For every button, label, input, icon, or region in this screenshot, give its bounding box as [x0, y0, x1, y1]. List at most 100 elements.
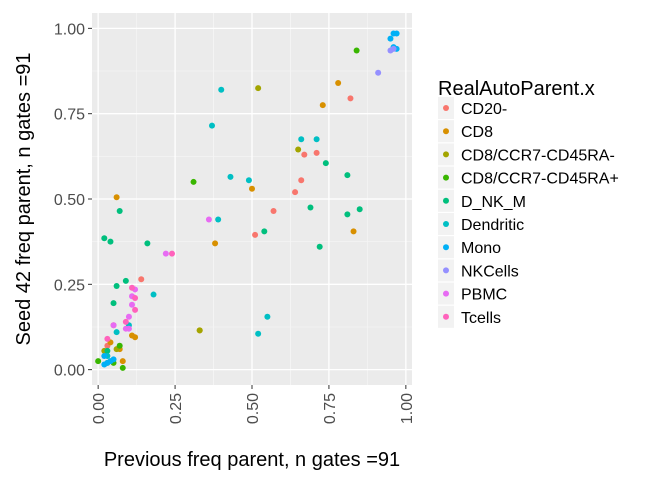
data-point — [292, 189, 299, 196]
y-axis-ticks: 0.00 0.25 0.50 0.75 1.00 — [54, 21, 92, 380]
data-point — [313, 149, 320, 156]
x-tick-label: 0.50 — [245, 393, 262, 424]
data-point — [313, 136, 320, 143]
data-point — [132, 294, 139, 301]
data-point — [110, 356, 117, 363]
data-point — [344, 211, 351, 218]
y-tick-label: 1.00 — [54, 21, 85, 38]
data-point — [119, 358, 126, 365]
legend-key — [443, 221, 449, 227]
data-point — [270, 207, 277, 214]
x-tick-label: 1.00 — [399, 393, 416, 424]
data-point — [212, 240, 219, 247]
data-point — [356, 206, 363, 213]
data-point — [264, 313, 271, 320]
data-point — [122, 277, 129, 284]
legend-label: Tcells — [461, 310, 501, 327]
data-point — [162, 250, 169, 257]
data-point — [101, 235, 108, 242]
data-point — [227, 173, 234, 180]
data-point — [319, 102, 326, 109]
data-point — [129, 284, 135, 291]
legend-label: Mono — [461, 240, 501, 257]
data-point — [255, 330, 262, 337]
legend-key — [443, 105, 449, 111]
data-point — [113, 283, 120, 290]
data-point — [344, 172, 351, 179]
data-point — [353, 47, 360, 54]
data-point — [113, 329, 120, 336]
data-point — [255, 85, 262, 92]
data-point — [393, 30, 400, 37]
data-point — [190, 178, 197, 185]
legend-label: CD8/CCR7-CD45RA- — [461, 147, 615, 164]
data-point — [138, 276, 145, 283]
data-point — [261, 228, 268, 235]
data-point — [116, 207, 123, 214]
data-point — [125, 313, 132, 320]
data-point — [110, 322, 117, 329]
data-point — [110, 300, 117, 307]
data-point — [322, 160, 329, 167]
legend-key — [443, 290, 449, 297]
legend-key — [443, 244, 449, 251]
data-point — [298, 177, 305, 184]
x-tick-label: 0.75 — [322, 393, 339, 424]
data-point — [169, 250, 175, 257]
points-layer — [95, 30, 400, 371]
data-point — [101, 352, 108, 359]
data-point — [245, 177, 252, 184]
legend-title: RealAutoParent.x — [438, 78, 595, 100]
data-point — [350, 228, 357, 235]
legend-label: D_NK_M — [461, 194, 526, 211]
legend-key — [443, 174, 449, 181]
data-point — [95, 358, 102, 365]
legend: RealAutoParent.x CD20- CD8 CD8/CCR7-CD45RA… — [438, 78, 619, 328]
data-point — [129, 332, 135, 339]
data-point — [387, 35, 394, 42]
legend-key — [443, 197, 449, 204]
data-point — [132, 306, 139, 313]
data-point — [301, 151, 308, 158]
data-point — [129, 301, 135, 308]
y-tick-label: 0.50 — [54, 192, 85, 209]
data-point — [209, 122, 215, 129]
data-point — [218, 86, 225, 93]
legend-label: CD8/CCR7-CD45RA+ — [461, 171, 619, 188]
y-tick-label: 0.75 — [54, 107, 85, 124]
data-point — [335, 79, 342, 86]
y-axis-title: Seed 42 freq parent, n gates =91 — [13, 53, 35, 346]
data-point — [196, 327, 203, 334]
data-point — [249, 185, 255, 192]
data-point — [295, 146, 302, 153]
data-point — [122, 318, 129, 325]
data-point — [104, 335, 111, 342]
data-point — [298, 136, 305, 143]
legend-label: Dendritic — [461, 217, 524, 234]
legend-key — [443, 267, 449, 274]
legend-label: CD20- — [461, 101, 507, 118]
legend-label: CD8 — [461, 124, 493, 141]
data-point — [252, 231, 259, 238]
x-tick-label: 0.00 — [91, 393, 108, 424]
data-point — [150, 291, 157, 298]
x-axis-title: Previous freq parent, n gates =91 — [104, 449, 400, 471]
legend-key — [443, 313, 449, 320]
x-tick-label: 0.25 — [168, 393, 185, 424]
data-point — [307, 204, 314, 211]
data-point — [316, 243, 323, 250]
data-point — [205, 216, 212, 223]
data-point — [116, 342, 123, 349]
legend-label: NKCells — [461, 263, 519, 280]
data-point — [119, 364, 126, 371]
data-point — [390, 45, 397, 52]
legend-items: CD20- CD8 CD8/CCR7-CD45RA- CD8/CCR7-CD45RA+… — [438, 97, 619, 328]
data-point — [113, 194, 120, 201]
data-point — [104, 347, 111, 354]
y-tick-label: 0.00 — [54, 363, 85, 380]
legend-key — [443, 128, 449, 135]
data-point — [144, 240, 151, 247]
legend-key — [443, 151, 449, 158]
legend-label: PBMC — [461, 287, 507, 304]
